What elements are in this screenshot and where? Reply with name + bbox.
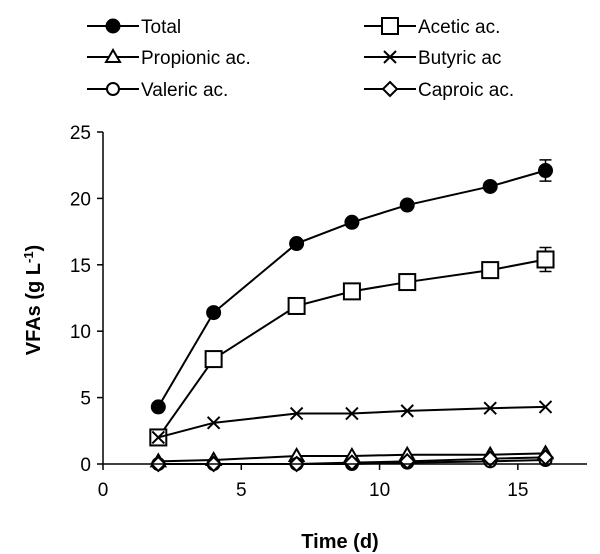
y-tick-label: 15 — [70, 256, 91, 277]
data-point — [482, 178, 498, 194]
data-point — [538, 163, 554, 179]
data-point — [344, 214, 360, 230]
data-point — [400, 404, 414, 418]
legend-label: Butyric ac — [418, 48, 501, 69]
data-point — [399, 197, 415, 213]
series-1 — [149, 246, 555, 447]
data-point — [150, 399, 166, 415]
legend-item-1: Acetic ac. — [364, 17, 500, 38]
legend-item-2: Propionic ac. — [87, 48, 251, 69]
y-tick-label: 25 — [70, 123, 91, 144]
legend-label: Valeric ac. — [141, 80, 228, 101]
data-point — [206, 305, 222, 321]
data-point — [398, 452, 416, 470]
data-point — [206, 416, 221, 430]
axes: 0 5 10 15 20 25 0 5 10 15 — [70, 123, 587, 501]
data-point — [343, 454, 361, 472]
x-axis-title: Time (d) — [301, 531, 378, 553]
series-0 — [150, 159, 554, 415]
data-point — [342, 282, 361, 301]
legend-item-3: Butyric ac — [364, 48, 501, 69]
y-axis-title-sup: -1 — [21, 251, 36, 263]
data-point — [536, 250, 555, 269]
legend-label: Caproic ac. — [418, 80, 514, 101]
data-point — [483, 401, 497, 415]
legend-marker — [105, 18, 121, 34]
y-tick-label: 5 — [80, 389, 91, 410]
data-point — [151, 430, 166, 445]
data-point — [289, 406, 304, 421]
legend-marker — [383, 50, 397, 64]
legend-label: Total — [141, 17, 181, 38]
y-axis-title-main: VFAs (g L — [23, 263, 45, 355]
series-3 — [151, 400, 553, 445]
y-tick-label: 20 — [70, 189, 91, 210]
data-point — [287, 296, 306, 315]
data-point — [204, 350, 223, 369]
data-point — [481, 450, 499, 468]
legend-marker — [106, 82, 120, 96]
legend: Total Acetic ac. Propionic ac. Butyric ac Va… — [87, 17, 514, 101]
y-tick-label: 0 — [80, 455, 91, 476]
data-point — [345, 406, 359, 421]
legend-item-0: Total — [87, 17, 181, 38]
y-axis-title: VFAs (g L-1) — [21, 245, 45, 355]
y-tick-label: 10 — [70, 322, 91, 343]
data-point — [289, 236, 305, 252]
x-tick-label: 5 — [236, 480, 247, 501]
data-point — [538, 400, 553, 414]
x-tick-label: 0 — [98, 480, 109, 501]
x-tick-label: 15 — [507, 480, 528, 501]
y-axis-title-close: ) — [23, 245, 45, 252]
legend-marker — [104, 48, 122, 63]
x-tick-label: 10 — [369, 480, 390, 501]
legend-marker — [381, 80, 399, 98]
data-point — [398, 273, 417, 292]
legend-item-5: Caproic ac. — [364, 80, 514, 101]
plot-area — [149, 159, 555, 473]
data-point — [481, 261, 500, 280]
legend-item-4: Valeric ac. — [87, 80, 228, 101]
legend-marker — [381, 17, 399, 35]
legend-label: Propionic ac. — [141, 48, 251, 69]
legend-label: Acetic ac. — [418, 17, 500, 38]
